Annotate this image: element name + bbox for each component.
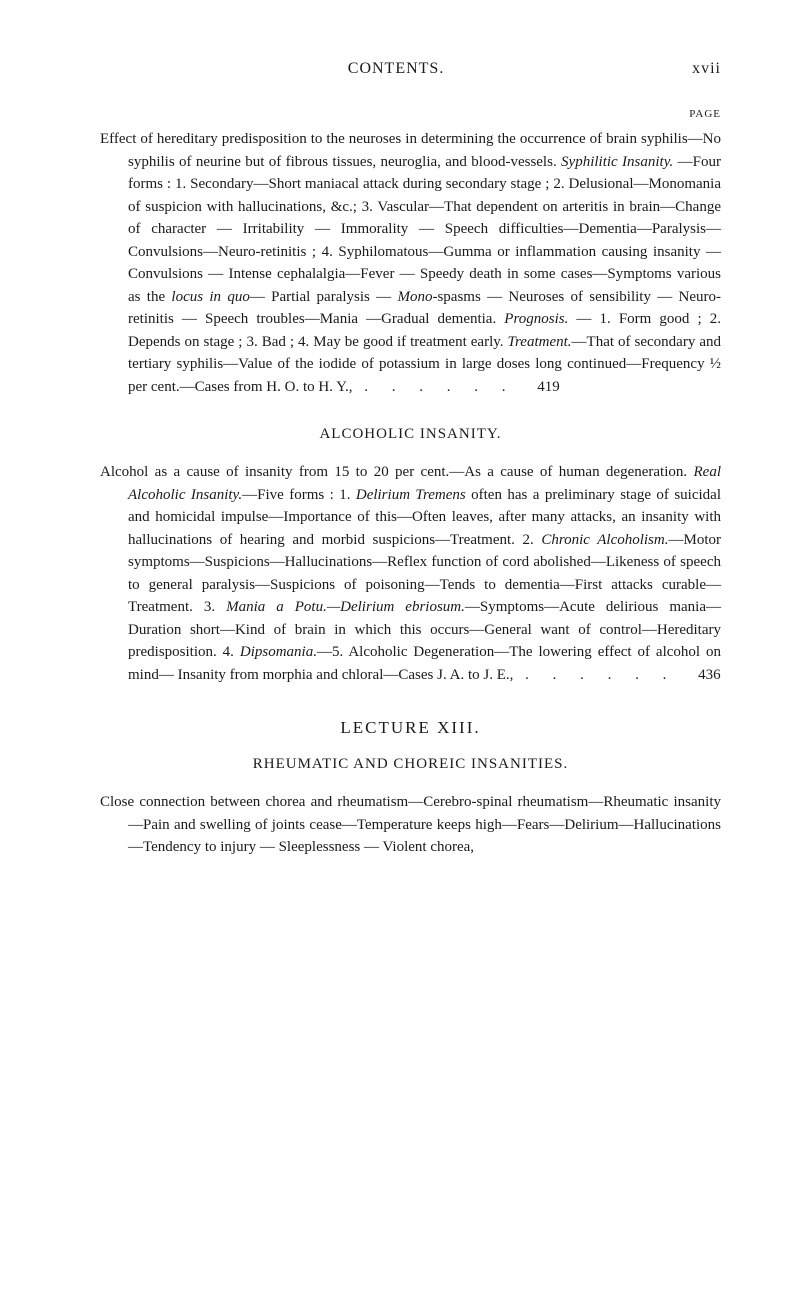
header-line: CONTENTS. xvii xyxy=(100,60,721,78)
entry-text: Close connection between chorea and rheu… xyxy=(100,791,721,859)
entry-block-1: Effect of hereditary predisposition to t… xyxy=(100,128,721,398)
entry-block-2: Alcohol as a cause of insanity from 15 t… xyxy=(100,461,721,686)
entry-block-3: Close connection between chorea and rheu… xyxy=(100,791,721,859)
sub-heading: RHEUMATIC AND CHOREIC INSANITIES. xyxy=(100,756,721,773)
entry-text: Alcohol as a cause of insanity from 15 t… xyxy=(100,461,721,686)
entry-text: Effect of hereditary predisposition to t… xyxy=(100,128,721,398)
lecture-heading: LECTURE XIII. xyxy=(100,718,721,738)
header-title: CONTENTS. xyxy=(100,60,692,78)
page-label: PAGE xyxy=(100,108,721,120)
section-heading-alcoholic: ALCOHOLIC INSANITY. xyxy=(100,426,721,443)
header-page-roman: xvii xyxy=(692,60,721,78)
